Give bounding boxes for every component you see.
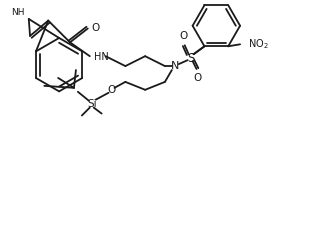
Text: HN: HN <box>94 52 108 62</box>
Text: O: O <box>193 73 202 83</box>
Text: S: S <box>187 52 194 65</box>
Text: O: O <box>179 31 188 41</box>
Text: NH: NH <box>11 8 25 17</box>
Text: O: O <box>92 23 100 34</box>
Text: Si: Si <box>87 99 97 109</box>
Text: O: O <box>107 85 116 95</box>
Text: NO$_2$: NO$_2$ <box>248 37 269 51</box>
Text: N: N <box>171 61 179 71</box>
